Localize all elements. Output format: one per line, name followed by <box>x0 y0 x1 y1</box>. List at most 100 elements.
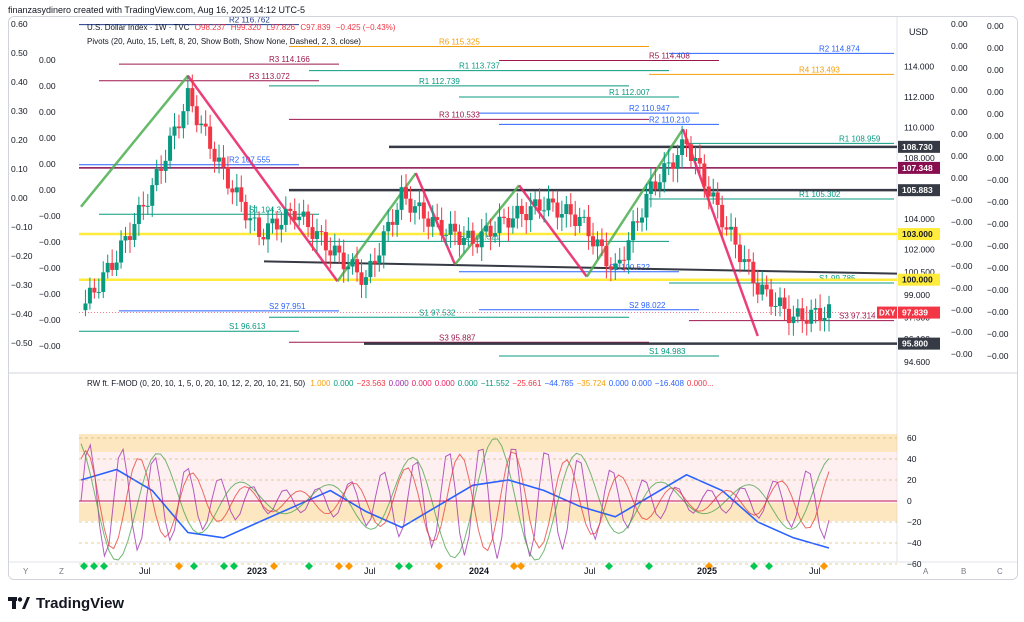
candle-body <box>720 204 725 228</box>
candle-body <box>101 272 106 292</box>
candle-body <box>688 144 693 161</box>
pivot-label: S3 97.314 <box>839 312 876 321</box>
candle-body <box>159 168 164 171</box>
pivot-label: S1 96.613 <box>229 322 266 331</box>
left-axis-label: −0.20 <box>11 251 33 261</box>
candle-body <box>822 317 827 322</box>
right-axis-b-label: −0.00 <box>987 175 1009 185</box>
candle-body <box>604 246 609 267</box>
candle-body <box>533 199 538 207</box>
left-axis2-label: 0.00 <box>39 159 56 169</box>
oscillator-value: 1.000 <box>310 379 331 388</box>
candle-body <box>631 221 636 241</box>
pivot-label: R4 113.493 <box>799 65 840 74</box>
candle-body <box>435 217 440 220</box>
oscillator-values: 1.000 0.000 −23.563 0.000 0.000 0.000 0.000 −11… <box>310 379 716 388</box>
pivot-label: S3 95.887 <box>439 333 476 342</box>
candle-body <box>217 157 222 162</box>
left-axis2-label: −0.00 <box>39 315 61 325</box>
candle-body <box>550 198 555 203</box>
right-axis-a-label: 0.00 <box>951 151 968 161</box>
price-tick-label: 114.000 <box>904 62 934 72</box>
candle-body <box>608 266 613 270</box>
left-axis-label: 0.00 <box>11 193 28 203</box>
price-tick-label: 108.000 <box>904 153 935 163</box>
candle-body <box>337 245 342 253</box>
price-badge-label: 95.800 <box>902 339 928 349</box>
pivot-label: R6 115.325 <box>439 37 480 46</box>
right-axis-b-label: −0.00 <box>987 219 1009 229</box>
candle-body <box>230 188 235 193</box>
pivot-label: R3 113.072 <box>249 72 290 81</box>
pivot-label: R1 108.959 <box>839 134 881 143</box>
candle-body <box>390 221 395 225</box>
oscillator-value: 0.000 <box>457 379 478 388</box>
candle-body <box>261 236 266 240</box>
price-badge <box>898 140 940 153</box>
candle-body <box>466 230 471 238</box>
right-axis-b-label: 0.00 <box>987 109 1004 119</box>
time-tick-label: Jul <box>364 566 376 576</box>
candle-body <box>266 223 270 240</box>
candle-body <box>421 202 426 219</box>
candle-body <box>203 123 208 127</box>
osc-tick-label: −20 <box>907 517 922 527</box>
candle-body <box>769 289 774 307</box>
time-tick-label: Jul <box>139 566 151 576</box>
oscillator-value: −35.724 <box>576 379 606 388</box>
candle-body <box>635 221 640 223</box>
price-tick-label: 104.000 <box>904 214 935 224</box>
oscillator-value: 0.000 <box>631 379 652 388</box>
candle-body <box>83 303 88 311</box>
candle-body <box>208 126 213 149</box>
candle-body <box>176 126 181 129</box>
price-badges: 108.730 107.348 105.883 103.000 100.000 95.80… <box>79 140 940 350</box>
left-axis2-label: 0.00 <box>39 133 56 143</box>
candle-body <box>194 106 199 126</box>
candle-body <box>372 260 377 264</box>
candle-body <box>274 218 279 230</box>
candle-body <box>185 88 190 112</box>
candles <box>83 74 831 336</box>
oscillator-value: 0.000 <box>333 379 354 388</box>
candle-body <box>737 244 742 263</box>
candle-body <box>248 218 253 221</box>
candle-body <box>577 216 582 227</box>
right-axis-b-label: 0.00 <box>987 21 1004 31</box>
candle-body <box>288 208 293 212</box>
right-axis-a-label: 0.00 <box>951 41 968 51</box>
candle-body <box>368 260 373 278</box>
candle-body <box>252 217 257 219</box>
pivot-label: R2 116.762 <box>229 17 270 25</box>
left-axis-label: 0.20 <box>11 135 28 145</box>
pivot-label: S2 100.522 <box>609 263 650 272</box>
left-axis2-label: 0.00 <box>39 55 56 65</box>
candle-body <box>782 297 787 309</box>
osc-line <box>80 443 830 559</box>
left-axis-label: −0.30 <box>11 280 33 290</box>
candle-body <box>524 213 529 221</box>
oscillator-value: −11.552 <box>480 379 510 388</box>
candle-body <box>225 167 230 189</box>
candle-body <box>328 250 333 256</box>
candle-body <box>746 259 751 262</box>
candle-body <box>399 187 404 210</box>
chart-panel[interactable]: R2 116.762 R6 115.325 R5 114.408 R4 113.493… <box>8 16 1018 580</box>
candle-body <box>760 284 765 295</box>
candle-body <box>764 284 769 290</box>
candle-body <box>163 160 168 171</box>
pivot-label: R3 114.166 <box>269 55 310 64</box>
tradingview-logo-icon <box>8 597 30 609</box>
candle-body <box>319 231 324 233</box>
symbol-legend: U.S. Dollar Index · 1W · TVC O98.237 H99… <box>87 23 398 32</box>
price-badge <box>898 184 940 197</box>
candle-body <box>221 157 226 168</box>
chart-svg[interactable]: R2 116.762 R6 115.325 R5 114.408 R4 113.493… <box>9 17 1017 579</box>
left-axis2-label: −0.00 <box>39 211 61 221</box>
candle-body <box>87 287 92 304</box>
left-axis-label: 0.60 <box>11 19 28 29</box>
osc-blue-line <box>80 468 830 549</box>
candle-body <box>795 308 800 317</box>
candle-body <box>706 186 711 197</box>
candle-body <box>528 206 533 221</box>
